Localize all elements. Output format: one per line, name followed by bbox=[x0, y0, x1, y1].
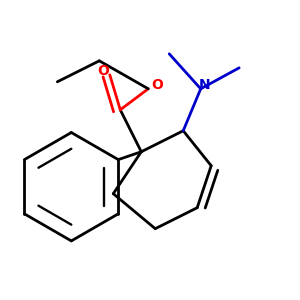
Text: O: O bbox=[151, 78, 163, 92]
Text: N: N bbox=[198, 78, 210, 92]
Text: O: O bbox=[97, 64, 109, 78]
